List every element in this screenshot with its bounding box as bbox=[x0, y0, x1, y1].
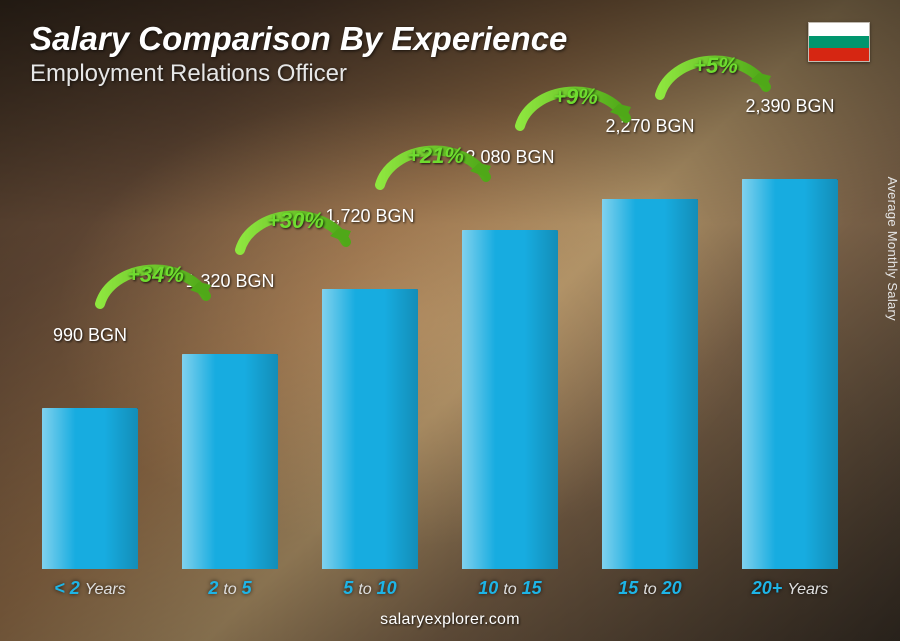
footer-attribution: salaryexplorer.com bbox=[0, 611, 900, 629]
bar-category-label: 2 to 5 bbox=[170, 578, 290, 599]
bar-category-label: 20+ Years bbox=[730, 578, 850, 599]
bar-group: 990 BGN < 2 Years bbox=[30, 96, 150, 601]
bar-category-label: 5 to 10 bbox=[310, 578, 430, 599]
flag-stripe-mid bbox=[809, 36, 869, 49]
bar-highlight bbox=[602, 199, 698, 569]
percent-increase: +5% bbox=[648, 37, 783, 117]
bar-highlight bbox=[462, 230, 558, 569]
bar-value-label: 990 BGN bbox=[30, 325, 150, 346]
bar bbox=[602, 199, 698, 569]
bar-category-label: 10 to 15 bbox=[450, 578, 570, 599]
percent-increase: +34% bbox=[88, 246, 223, 326]
bar-group: 2,270 BGN15 to 20 bbox=[590, 96, 710, 601]
bar bbox=[182, 354, 278, 569]
bar bbox=[42, 408, 138, 569]
percent-increase-label: +9% bbox=[508, 84, 643, 110]
bar bbox=[462, 230, 558, 569]
percent-increase: +30% bbox=[228, 192, 363, 272]
bar bbox=[322, 289, 418, 569]
bar-highlight bbox=[182, 354, 278, 569]
bar-highlight bbox=[322, 289, 418, 569]
bar-highlight bbox=[742, 179, 838, 569]
percent-increase: +9% bbox=[508, 68, 643, 148]
chart-container: Salary Comparison By Experience Employme… bbox=[0, 0, 900, 641]
percent-increase-label: +21% bbox=[368, 143, 503, 169]
flag-stripe-bot bbox=[809, 48, 869, 61]
bar-category-label: 15 to 20 bbox=[590, 578, 710, 599]
flag-stripe-top bbox=[809, 23, 869, 36]
percent-increase-label: +30% bbox=[228, 208, 363, 234]
bar-category-label: < 2 Years bbox=[30, 578, 150, 599]
bar-chart: 990 BGN< 2 Years1,320 BGN2 to 51,720 BGN… bbox=[30, 96, 850, 601]
bar-group: 2,390 BGN20+ Years bbox=[730, 96, 850, 601]
bar bbox=[742, 179, 838, 569]
percent-increase-label: +5% bbox=[648, 53, 783, 79]
country-flag-icon bbox=[808, 22, 870, 62]
percent-increase: +21% bbox=[368, 127, 503, 207]
y-axis-label: Average Monthly Salary bbox=[885, 176, 900, 320]
percent-increase-label: +34% bbox=[88, 262, 223, 288]
bar-group: 1,320 BGN2 to 5 bbox=[170, 96, 290, 601]
bar-highlight bbox=[42, 408, 138, 569]
